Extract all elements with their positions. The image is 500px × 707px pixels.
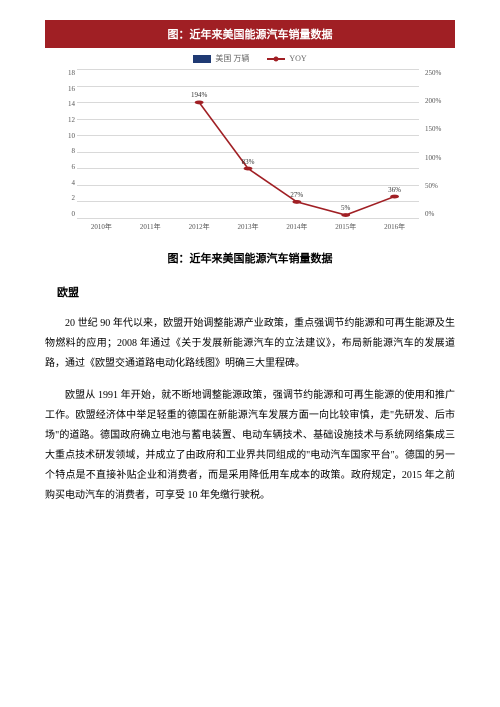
line-layer [77, 69, 419, 218]
legend-item: YOY [267, 53, 306, 64]
x-axis-labels: 2010年2011年2012年2013年2014年2015年2016年 [71, 219, 425, 232]
paragraph-2: 欧盟从 1991 年开始，就不断地调整能源政策，强调节约能源和可再生能源的使用和… [45, 386, 455, 506]
chart-container: 图：近年来美国能源汽车销量数据 美国 万辆 YOY 181614121086420… [45, 20, 455, 232]
chart-plot: 181614121086420 250%200%150%100%50%0% 19… [77, 69, 419, 219]
chart-legend: 美国 万辆 YOY [45, 48, 455, 69]
chart-title-bar: 图：近年来美国能源汽车销量数据 [45, 20, 455, 48]
paragraph-1: 20 世纪 90 年代以来，欧盟开始调整能源产业政策，重点强调节约能源和可再生能… [45, 314, 455, 374]
legend-item: 美国 万辆 [193, 53, 249, 64]
y-axis-left: 181614121086420 [53, 69, 75, 218]
chart-title: 图：近年来美国能源汽车销量数据 [168, 29, 333, 41]
section-heading: 欧盟 [57, 284, 455, 300]
y-axis-right: 250%200%150%100%50%0% [425, 69, 447, 218]
chart-caption: 图：近年来美国能源汽车销量数据 [45, 250, 455, 266]
